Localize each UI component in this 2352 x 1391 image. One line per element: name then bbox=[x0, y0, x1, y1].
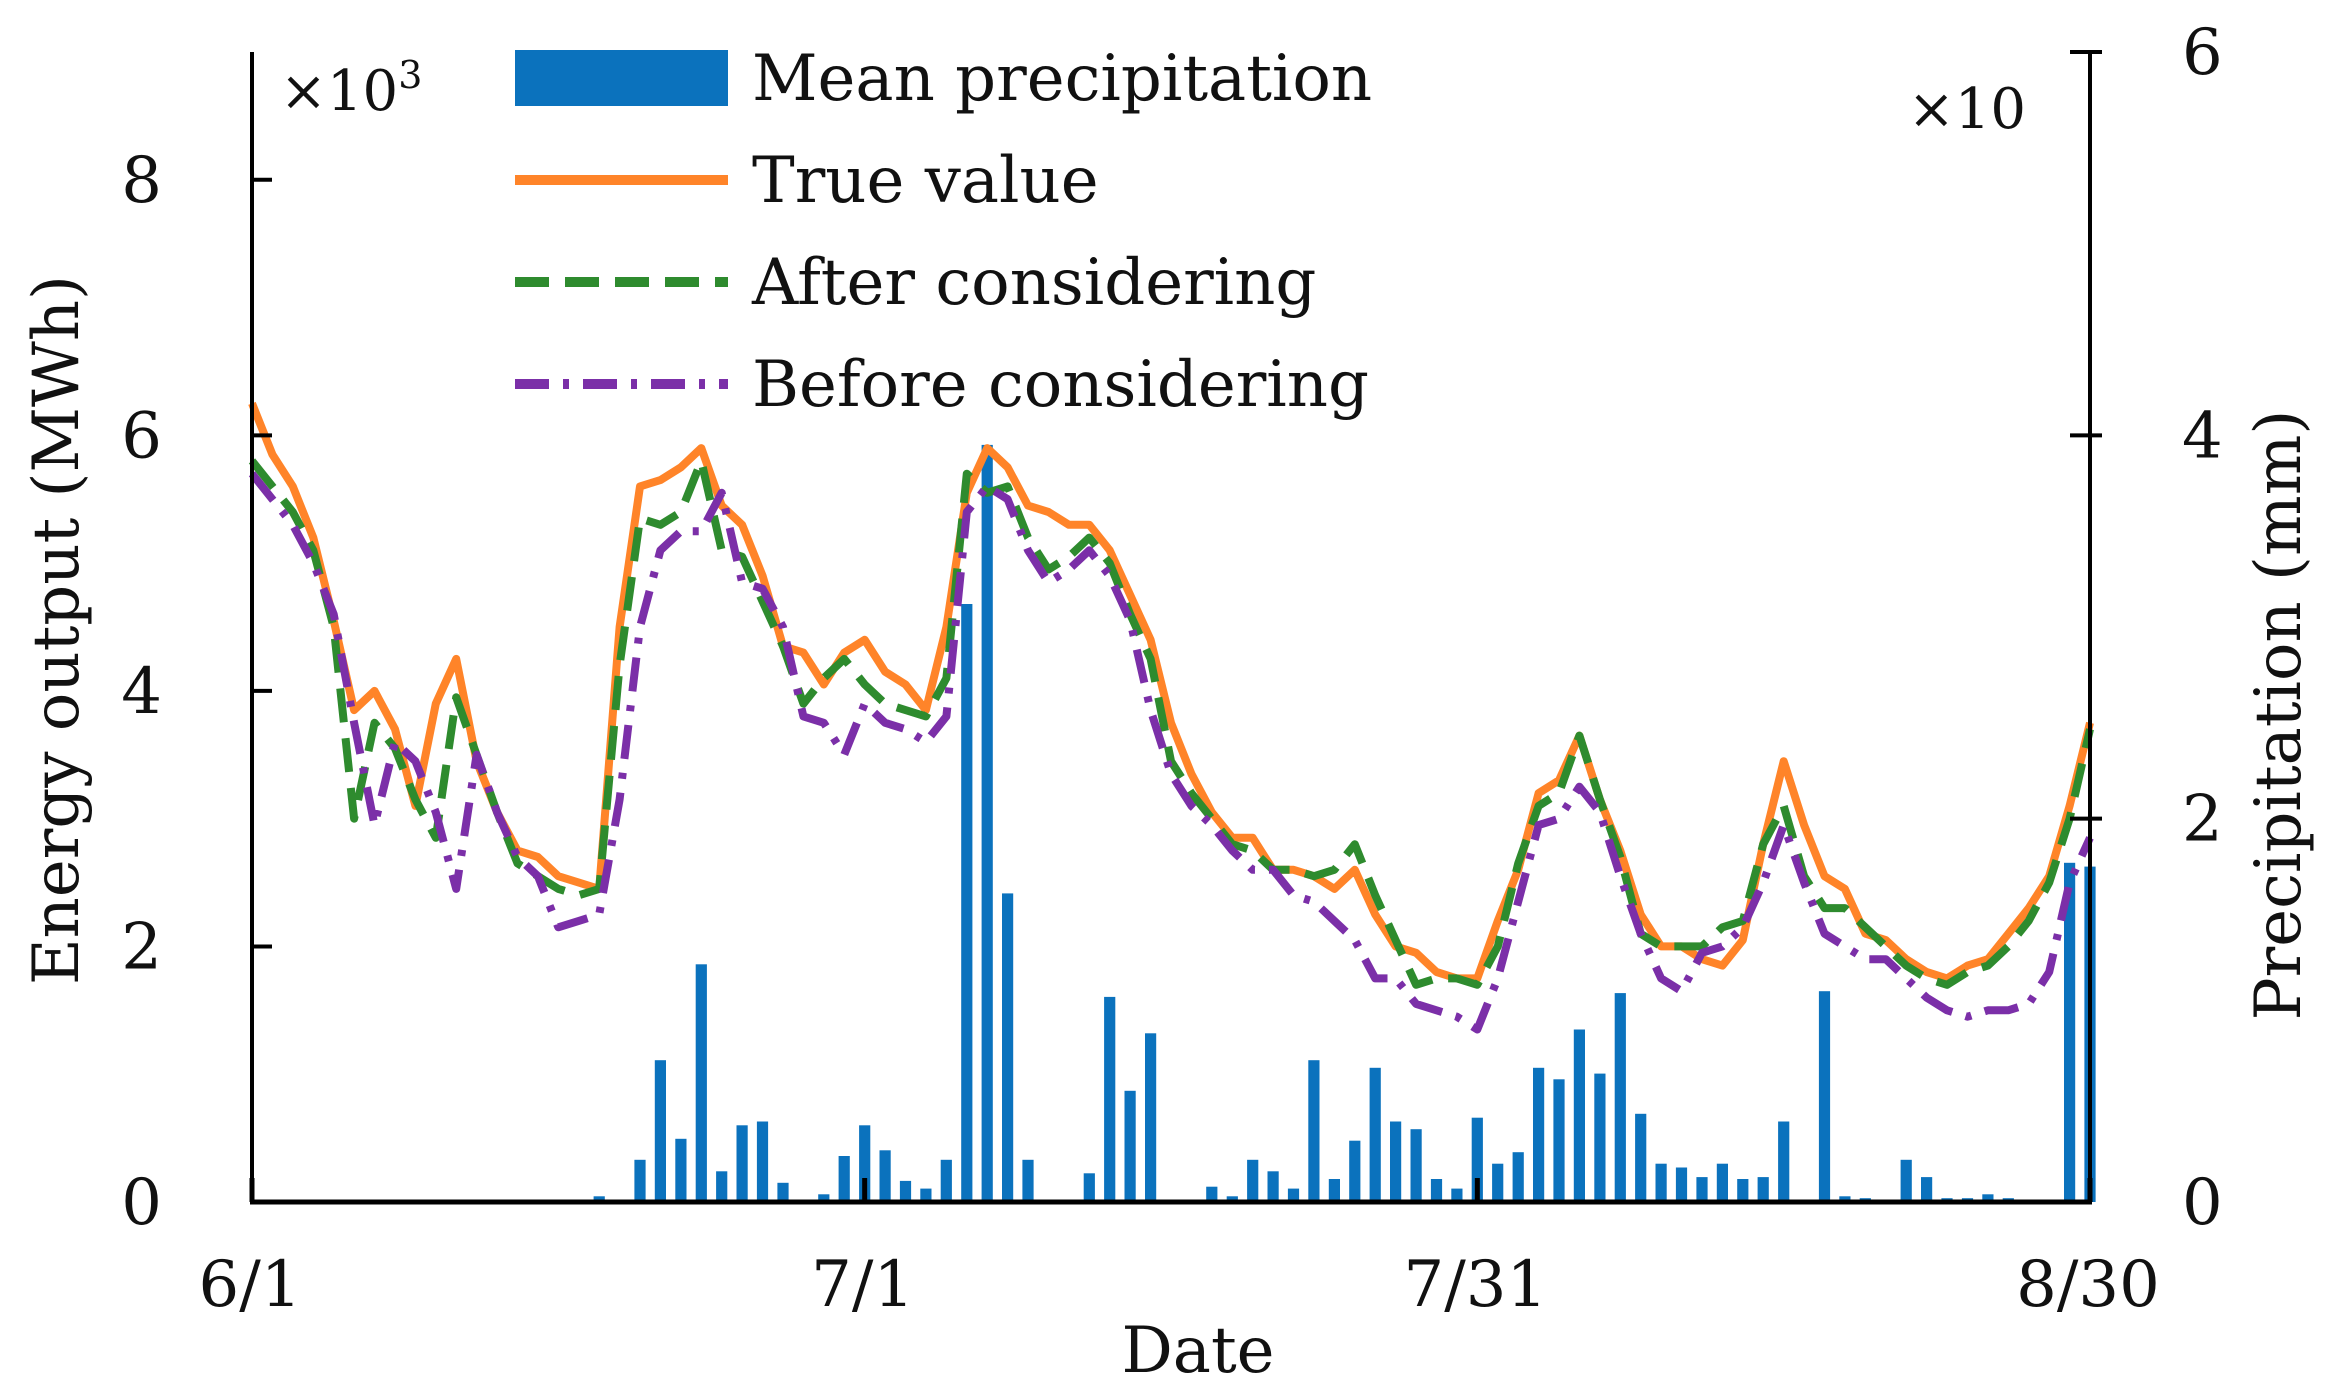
precip-bar bbox=[1451, 1188, 1463, 1202]
precip-bar bbox=[818, 1194, 830, 1202]
legend-label: After considering bbox=[751, 246, 1316, 320]
precip-bar bbox=[1655, 1163, 1667, 1202]
legend-item: After considering bbox=[515, 246, 1316, 320]
right-multiplier: ×10 bbox=[1908, 77, 2026, 142]
precipitation-bars bbox=[593, 444, 2096, 1203]
y-right-tick-label: 2 bbox=[2182, 783, 2223, 857]
precip-bar bbox=[1737, 1179, 1749, 1202]
series-line-true-value bbox=[248, 401, 2094, 983]
legend-swatch bbox=[515, 50, 728, 106]
ticks: 0 2 4 6 8 0 2 4 6 6/1 7/1 7/31 8/30 bbox=[121, 16, 2222, 1322]
left-multiplier: ×103 bbox=[280, 53, 422, 124]
legend-label: Before considering bbox=[752, 348, 1369, 422]
legend-item: True value bbox=[515, 144, 1099, 218]
precip-bar bbox=[899, 1180, 912, 1202]
precip-bar bbox=[1369, 1067, 1381, 1202]
precip-bar bbox=[961, 604, 973, 1202]
precip-bar bbox=[1594, 1073, 1606, 1202]
x-tick-label: 6/1 bbox=[199, 1248, 302, 1322]
prediction-lines bbox=[248, 401, 2094, 1034]
y-right-tick-label: 0 bbox=[2182, 1166, 2223, 1240]
precip-bar bbox=[654, 1060, 666, 1202]
legend-item: Before considering bbox=[515, 348, 1369, 422]
x-tick-label: 7/31 bbox=[1403, 1248, 1547, 1322]
precip-bar bbox=[1349, 1140, 1361, 1202]
precip-bar bbox=[1124, 1090, 1136, 1202]
precip-bar bbox=[1839, 1196, 1851, 1203]
precip-bar bbox=[838, 1156, 850, 1202]
precip-bar bbox=[2064, 862, 2076, 1203]
series-line-before-considering bbox=[248, 471, 2094, 1034]
precip-bar bbox=[1635, 1113, 1647, 1202]
legend: Mean precipitation True value After consid… bbox=[515, 42, 1372, 422]
precip-bar bbox=[695, 964, 707, 1202]
precip-bar bbox=[1145, 1033, 1157, 1202]
x-tick-label: 8/30 bbox=[2016, 1248, 2160, 1322]
precip-bar bbox=[859, 1125, 871, 1202]
precip-bar bbox=[940, 1159, 952, 1202]
y-left-tick-label: 8 bbox=[121, 144, 162, 218]
precip-bar bbox=[736, 1125, 748, 1202]
precip-bar bbox=[1430, 1179, 1443, 1202]
precip-bar bbox=[1757, 1177, 1769, 1202]
precip-bar bbox=[634, 1159, 646, 1202]
precip-bar bbox=[1308, 1060, 1320, 1202]
precip-bar bbox=[1614, 993, 1626, 1202]
precip-bar bbox=[756, 1121, 769, 1202]
precip-bar bbox=[1900, 1159, 1912, 1202]
precip-bar bbox=[1410, 1129, 1422, 1202]
precip-bar bbox=[1716, 1163, 1728, 1202]
precip-bar bbox=[1512, 1152, 1524, 1202]
precip-bar bbox=[1553, 1079, 1565, 1202]
precip-bar bbox=[1390, 1121, 1402, 1202]
axes bbox=[250, 52, 2092, 1205]
precip-bar bbox=[1002, 893, 1014, 1202]
y-left-tick-label: 0 bbox=[121, 1166, 162, 1240]
y-right-tick-label: 4 bbox=[2182, 399, 2223, 473]
precip-bar bbox=[1247, 1159, 1259, 1202]
precip-bar bbox=[777, 1182, 789, 1202]
precip-bar bbox=[1226, 1196, 1238, 1203]
y-left-tick-label: 4 bbox=[121, 655, 162, 729]
y-axis-right-title: Precipitation (mm) bbox=[2242, 410, 2316, 1021]
precip-bar bbox=[879, 1150, 891, 1203]
precip-bar bbox=[1328, 1179, 1340, 1202]
precip-bar bbox=[1696, 1177, 1708, 1202]
y-right-tick-label: 6 bbox=[2182, 16, 2223, 90]
precip-bar bbox=[1818, 991, 1831, 1202]
precip-bar bbox=[1022, 1159, 1034, 1202]
precip-bar bbox=[1982, 1194, 1994, 1202]
y-left-tick-label: 6 bbox=[121, 399, 162, 473]
precip-bar bbox=[1492, 1163, 1504, 1202]
precip-bar bbox=[1083, 1173, 1095, 1203]
precip-bar bbox=[1573, 1029, 1585, 1202]
precip-bar bbox=[1104, 996, 1116, 1202]
x-tick-label: 7/1 bbox=[811, 1248, 914, 1322]
legend-label: True value bbox=[752, 144, 1099, 218]
precip-bar bbox=[1267, 1171, 1279, 1202]
precip-bar bbox=[981, 444, 993, 1202]
precip-bar bbox=[593, 1196, 605, 1203]
precip-bar bbox=[1206, 1186, 1218, 1202]
y-axis-left-title: Energy output (MWh) bbox=[20, 275, 94, 985]
legend-item: Mean precipitation bbox=[515, 42, 1372, 116]
precip-bar bbox=[1675, 1167, 1688, 1202]
precip-bar bbox=[1533, 1067, 1545, 1202]
precip-bar bbox=[716, 1171, 728, 1202]
precip-bar bbox=[1921, 1177, 1933, 1202]
y-left-tick-label: 2 bbox=[121, 910, 162, 984]
precip-bar bbox=[675, 1138, 687, 1203]
precip-bar bbox=[920, 1188, 932, 1202]
legend-label: Mean precipitation bbox=[752, 42, 1372, 116]
precip-bar bbox=[1471, 1117, 1483, 1202]
x-axis-title: Date bbox=[1121, 1314, 1274, 1388]
precip-bar bbox=[1778, 1121, 1790, 1202]
precip-bar bbox=[1287, 1188, 1300, 1202]
